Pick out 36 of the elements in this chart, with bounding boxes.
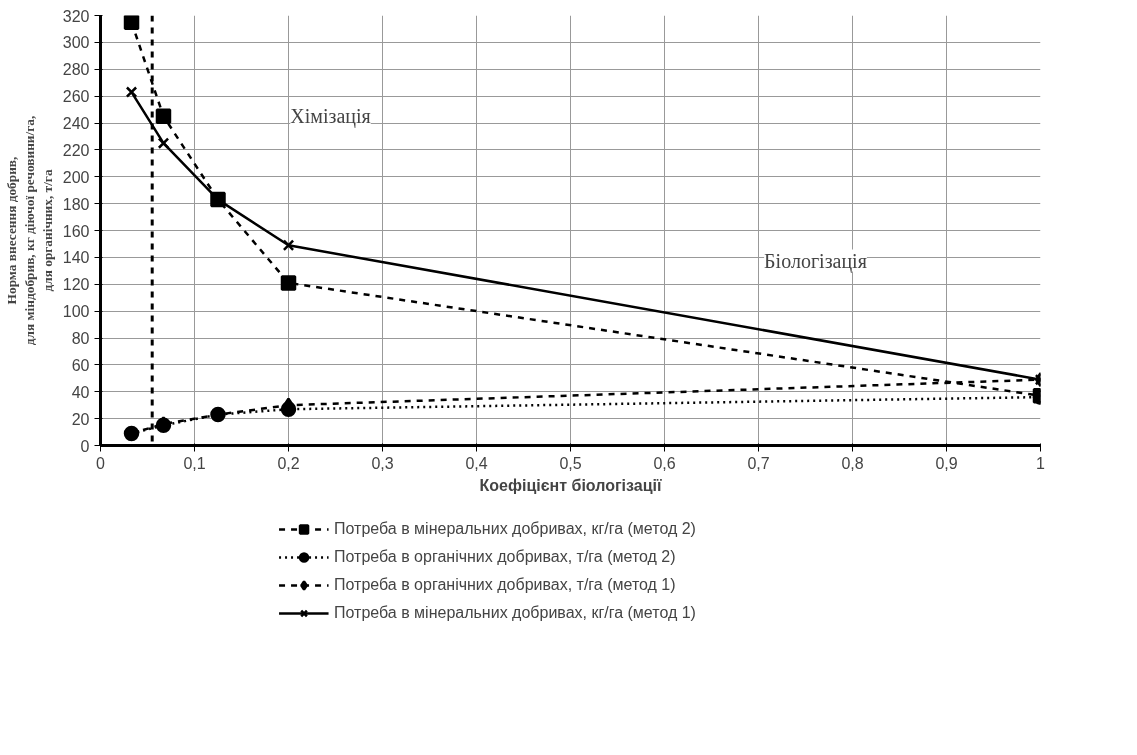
- x-tick-label: 0,5: [559, 454, 582, 472]
- y-tick-label: 200: [62, 168, 90, 186]
- y-tick-label: 0: [80, 437, 90, 455]
- legend-label: Потреба в мінеральних добривах, кг/га (метод 2): [334, 520, 696, 538]
- y-tick-label: 140: [62, 249, 90, 267]
- y-tick-label: 260: [62, 88, 90, 106]
- x-tick-label: 0,3: [371, 454, 394, 472]
- x-tick-label: 0,6: [653, 454, 676, 472]
- y-tick-label: 240: [62, 115, 90, 132]
- x-tick-label: 1: [1036, 454, 1046, 472]
- y-tick-label: 60: [71, 356, 90, 374]
- y-tick-label: 300: [62, 34, 90, 52]
- legend-label: Потреба в мінеральних добривах, кг/га (метод 1): [334, 604, 696, 622]
- x-axis-title: Коефіцієнт біологізації: [479, 476, 662, 494]
- y-tick-label: 180: [62, 195, 90, 213]
- legend-label: Потреба в органічних добривах, т/га (метод 1): [334, 576, 676, 594]
- x-tick-label: 0,8: [841, 454, 864, 472]
- x-tick-label: 0,4: [465, 454, 488, 472]
- y-tick-label: 280: [62, 61, 90, 79]
- x-tick-label: 0,7: [747, 454, 770, 472]
- y-tick-label: 220: [62, 141, 90, 159]
- y-tick-label: 120: [62, 276, 90, 294]
- x-tick-label: 0: [96, 454, 106, 472]
- y-tick-label: 160: [62, 222, 90, 240]
- y-tick-label: 320: [62, 7, 90, 25]
- y-axis-title: Норма внесення добрив, для міндобрив, кг діючої речовини/га, для органічних, т/га: [3, 115, 55, 346]
- x-tick-label: 0,9: [935, 454, 958, 472]
- x-tick-label: 0,1: [183, 454, 206, 472]
- x-tick-label: 0,2: [277, 454, 300, 472]
- annotation: Біологізація: [764, 249, 867, 273]
- y-tick-label: 100: [62, 303, 90, 321]
- legend-label: Потреба в органічних добривах, т/га (метод 2): [334, 548, 676, 566]
- y-tick-label: 20: [71, 410, 90, 428]
- y-tick-label: 80: [71, 330, 90, 347]
- y-tick-label: 40: [71, 383, 90, 401]
- annotation: Хімізація: [290, 104, 371, 128]
